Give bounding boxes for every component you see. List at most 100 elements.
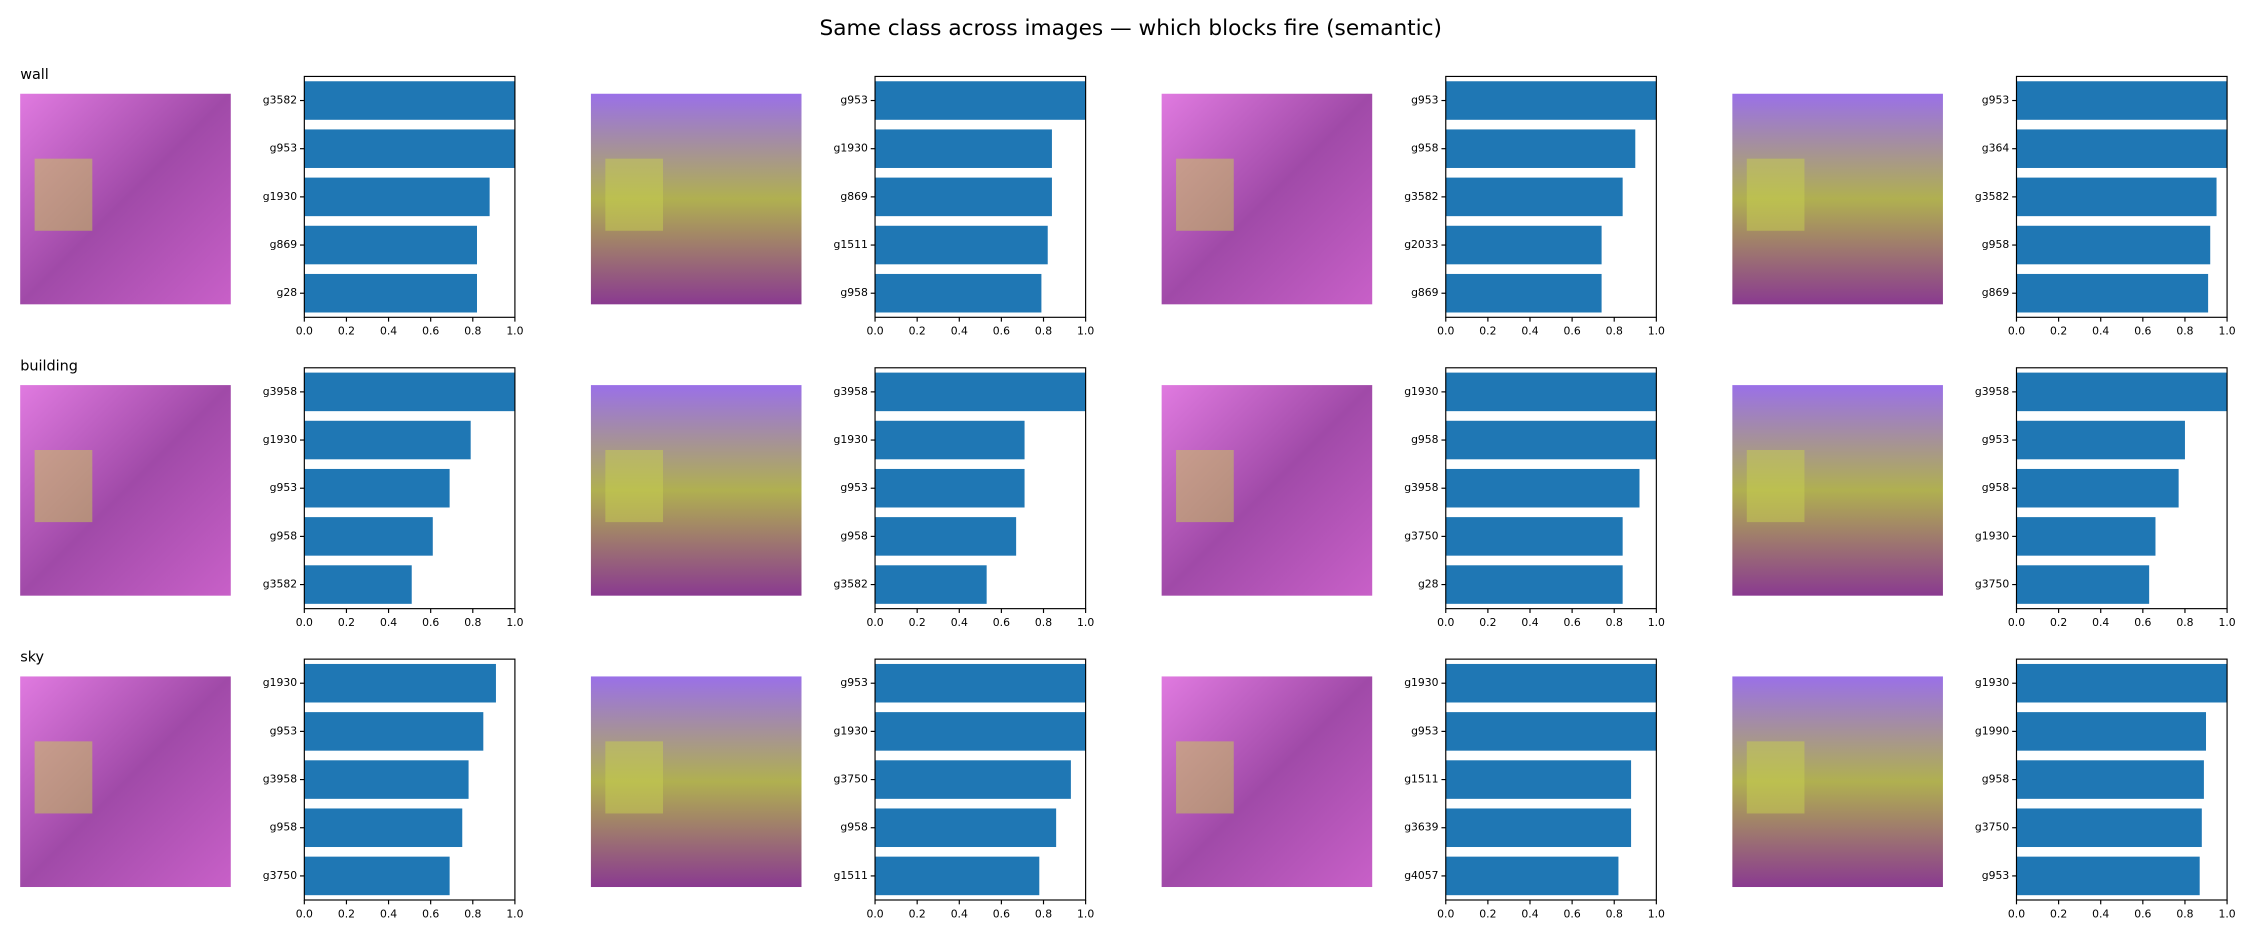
y-tick-label: g3958 xyxy=(263,385,297,398)
image-overlay xyxy=(34,158,93,231)
bar xyxy=(875,129,1052,168)
x-tick-label: 0.4 xyxy=(2092,325,2109,338)
x-tick-label: 0.6 xyxy=(2134,907,2151,920)
y-tick-label: g953 xyxy=(270,481,297,494)
bar xyxy=(1445,177,1623,217)
y-tick-label: g364 xyxy=(1982,142,2010,155)
x-tick-label: 1.0 xyxy=(1077,325,1094,338)
bar xyxy=(875,468,1025,508)
x-tick-label: 1.0 xyxy=(1648,616,1665,629)
y-tick-label: g958 xyxy=(1982,481,2010,494)
x-tick-label: 0.4 xyxy=(380,907,397,920)
x-tick-label: 0.2 xyxy=(909,325,926,338)
plot-area xyxy=(1445,663,1657,896)
y-tick-label: g3639 xyxy=(1404,821,1438,834)
bar xyxy=(1445,808,1632,848)
bar xyxy=(2016,468,2179,508)
y-tick-label: g1511 xyxy=(833,869,867,882)
y-tick-label: g958 xyxy=(1411,433,1439,446)
y-tick-label: g3750 xyxy=(833,773,867,786)
bar xyxy=(1445,225,1602,265)
x-tick-label: 0.6 xyxy=(2134,616,2151,629)
bar xyxy=(875,565,987,604)
x-tick-label: 0.2 xyxy=(1479,616,1496,629)
x-tick-label: 1.0 xyxy=(506,907,523,920)
bar xyxy=(304,129,515,168)
plot-area xyxy=(2016,663,2228,896)
x-tick-label: 0.2 xyxy=(909,907,926,920)
y-tick-label: g1930 xyxy=(263,433,297,446)
y-tick-label: g1990 xyxy=(1975,724,2009,737)
axes-frame xyxy=(2015,75,2228,318)
x-tick-label: 0.2 xyxy=(2050,325,2067,338)
x-tick-label: 1.0 xyxy=(1648,325,1665,338)
bar xyxy=(875,273,1042,313)
bar xyxy=(875,372,1086,412)
figure-title: Same class across images — which blocks … xyxy=(820,16,1442,41)
y-tick-label: g1930 xyxy=(263,676,297,689)
axes-frame xyxy=(2015,658,2228,901)
x-tick-label: 0.6 xyxy=(422,907,439,920)
y-tick-label: g958 xyxy=(840,821,868,834)
y-tick-label: g1930 xyxy=(1404,676,1438,689)
bar xyxy=(2016,808,2202,848)
x-tick-label: 0.6 xyxy=(993,325,1010,338)
x-tick-label: 0.0 xyxy=(2008,907,2025,920)
x-tick-label: 0.0 xyxy=(1437,907,1454,920)
y-tick-label: g1930 xyxy=(263,190,297,203)
x-tick-label: 0.4 xyxy=(951,907,968,920)
plot-area xyxy=(1445,81,1657,313)
y-tick-label: g3958 xyxy=(1975,385,2009,398)
x-tick-label: 0.0 xyxy=(866,325,883,338)
y-tick-label: g1930 xyxy=(1404,385,1438,398)
bar xyxy=(304,712,484,751)
axes-frame xyxy=(303,367,516,610)
y-tick-label: g953 xyxy=(270,142,297,155)
axes-frame xyxy=(1445,658,1657,901)
x-tick-label: 1.0 xyxy=(506,616,523,629)
axes-frame xyxy=(1445,367,1657,610)
image-overlay xyxy=(1176,450,1234,523)
x-tick-label: 0.2 xyxy=(338,616,355,629)
bar xyxy=(304,177,490,217)
x-tick-label: 0.2 xyxy=(1479,907,1496,920)
image-overlay xyxy=(1176,741,1234,814)
y-tick-label: g958 xyxy=(840,529,868,542)
x-tick-label: 0.8 xyxy=(1035,907,1052,920)
x-tick-label: 1.0 xyxy=(1077,616,1094,629)
bar xyxy=(2016,372,2228,412)
bar xyxy=(875,856,1040,896)
y-tick-label: g1930 xyxy=(1975,676,2009,689)
x-tick-label: 0.4 xyxy=(2092,907,2109,920)
bar xyxy=(2016,420,2185,460)
y-tick-label: g3582 xyxy=(1404,190,1438,203)
y-tick-label: g3750 xyxy=(1975,821,2009,834)
bar xyxy=(875,517,1017,556)
y-tick-label: g2033 xyxy=(1404,238,1438,251)
bar xyxy=(304,225,477,265)
bar xyxy=(875,81,1086,120)
plot-area xyxy=(304,81,515,313)
bar xyxy=(1445,517,1623,556)
bar xyxy=(304,420,471,460)
bar xyxy=(1445,565,1623,604)
image-overlay xyxy=(34,741,93,814)
bar xyxy=(1445,273,1602,313)
bar xyxy=(875,712,1086,751)
image-overlay xyxy=(1746,158,1805,231)
x-tick-label: 1.0 xyxy=(1648,907,1665,920)
y-tick-label: g3958 xyxy=(833,385,867,398)
row-label: wall xyxy=(20,67,49,83)
y-tick-label: g869 xyxy=(270,238,298,251)
axes-frame xyxy=(303,658,516,901)
bar xyxy=(875,760,1071,799)
x-tick-label: 0.4 xyxy=(380,325,397,338)
bar xyxy=(2016,760,2204,799)
y-tick-label: g1930 xyxy=(1975,529,2009,542)
y-tick-label: g3750 xyxy=(1975,578,2009,591)
bar xyxy=(875,663,1086,703)
x-tick-label: 1.0 xyxy=(506,325,523,338)
bar xyxy=(1445,420,1657,460)
bar xyxy=(1445,760,1632,799)
